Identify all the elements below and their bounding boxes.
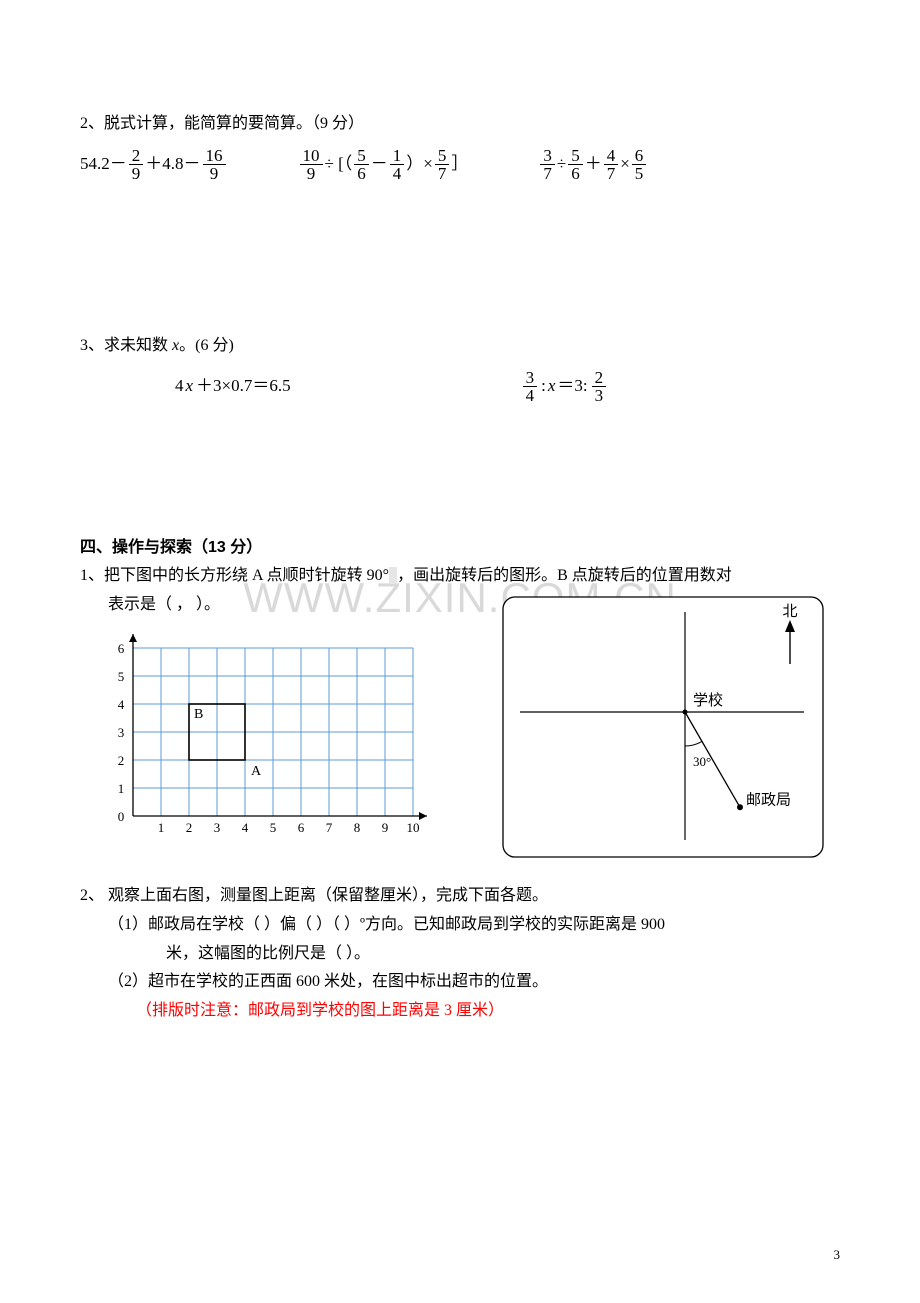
expr-c-frac3: 4 7 — [604, 147, 619, 182]
svg-text:2: 2 — [118, 753, 125, 768]
svg-text:7: 7 — [326, 820, 333, 835]
expr-b-frac2: 5 6 — [354, 147, 369, 182]
expr-b-minus: － — [371, 149, 388, 180]
problem-2-title: 2、脱式计算，能简算的要简算。（9 分） — [80, 110, 840, 139]
section-4-head: 四、操作与探索（13 分） — [80, 534, 840, 563]
q2-1-line1: （1）邮政局在学校（ ）偏（ ）（ ）º方向。已知邮政局到学校的实际距离是 90… — [108, 911, 840, 940]
expr-b-frac4: 5 7 — [435, 147, 450, 182]
svg-text:1: 1 — [158, 820, 165, 835]
figures-row: 012345612345678910AB 北学校邮政局30° — [105, 628, 840, 864]
expr-a: 54.2－ 2 9 ＋4.8－ 16 9 — [80, 147, 228, 182]
svg-text:4: 4 — [118, 697, 125, 712]
page-number: 3 — [834, 1247, 841, 1263]
svg-text:3: 3 — [214, 820, 221, 835]
eq-a: 4 x ＋3×0.7＝6.5 — [175, 369, 291, 404]
q2-1-line2: 米，这幅图的比例尺是（ ）。 — [166, 940, 840, 969]
svg-text:B: B — [194, 707, 203, 722]
q2-note: （排版时注意：邮政局到学校的图上距离是 3 厘米） — [136, 997, 840, 1026]
svg-text:0: 0 — [118, 809, 125, 824]
svg-text:2: 2 — [186, 820, 193, 835]
svg-text:5: 5 — [270, 820, 277, 835]
q2-2: （2）超市在学校的正西面 600 米处，在图中标出超市的位置。 — [108, 968, 840, 997]
expr-c-plus: ＋ — [585, 149, 602, 180]
problem-3-equations: 4 x ＋3×0.7＝6.5 3 4 : x ＝3: 2 3 — [175, 369, 840, 404]
svg-text:6: 6 — [118, 641, 125, 656]
expr-c-frac2: 5 6 — [568, 147, 583, 182]
expr-b: 10 9 ÷ [（ 5 6 － 1 4 ）× 5 7 ］ — [298, 147, 469, 182]
expr-c-frac1: 3 7 — [540, 147, 555, 182]
svg-text:A: A — [251, 764, 262, 779]
svg-text:9: 9 — [382, 820, 389, 835]
expr-b-div: ÷ [（ — [325, 149, 353, 180]
q1-line1: 1、把下图中的长方形绕 A 点顺时针旋转 90° ，画出旋转后的图形。B 点旋转… — [80, 562, 840, 591]
expr-a-frac2: 16 9 — [203, 147, 226, 182]
svg-text:学校: 学校 — [693, 692, 723, 709]
problem-3-title: 3、求未知数 x。(6 分) — [80, 332, 840, 361]
svg-text:邮政局: 邮政局 — [746, 791, 791, 808]
expr-a-p1: 54.2－ — [80, 149, 127, 180]
expr-c: 3 7 ÷ 5 6 ＋ 4 7 × 6 5 — [538, 147, 648, 182]
problem-2-expressions: 54.2－ 2 9 ＋4.8－ 16 9 10 9 ÷ [（ 5 6 － — [80, 147, 840, 182]
svg-text:北: 北 — [782, 603, 797, 620]
svg-text:5: 5 — [118, 669, 125, 684]
svg-text:1: 1 — [118, 781, 125, 796]
expr-c-div: ÷ — [557, 149, 566, 180]
expr-a-frac1: 2 9 — [129, 147, 144, 182]
eq-b-frac2: 2 3 — [592, 369, 607, 404]
expr-b-frac3: 1 4 — [390, 147, 405, 182]
eq-b-frac1: 3 4 — [523, 369, 538, 404]
eq-b: 3 4 : x ＝3: 2 3 — [521, 369, 609, 404]
svg-text:8: 8 — [354, 820, 361, 835]
map-figure: 北学校邮政局 30° — [500, 594, 830, 864]
expr-c-times: × — [620, 149, 630, 180]
svg-text:30°: 30° — [693, 754, 711, 769]
expr-b-end: ］ — [451, 149, 468, 180]
svg-text:10: 10 — [407, 820, 420, 835]
q2-title: 2、 观察上面右图，测量图上距离（保留整厘米），完成下面各题。 — [80, 882, 840, 911]
expr-c-frac4: 6 5 — [632, 147, 647, 182]
svg-text:6: 6 — [298, 820, 305, 835]
grid-figure: 0 1 2 3 4 5 6 1 2 3 4 5 6 7 8 9 10 A B — [105, 628, 440, 838]
expr-b-frac1: 10 9 — [300, 147, 323, 182]
expr-b-close: ）× — [406, 149, 433, 180]
expr-a-p2: ＋4.8－ — [145, 149, 200, 180]
svg-text:3: 3 — [118, 725, 125, 740]
svg-text:4: 4 — [242, 820, 249, 835]
page-content: 2、脱式计算，能简算的要简算。（9 分） 54.2－ 2 9 ＋4.8－ 16 … — [0, 0, 920, 1066]
